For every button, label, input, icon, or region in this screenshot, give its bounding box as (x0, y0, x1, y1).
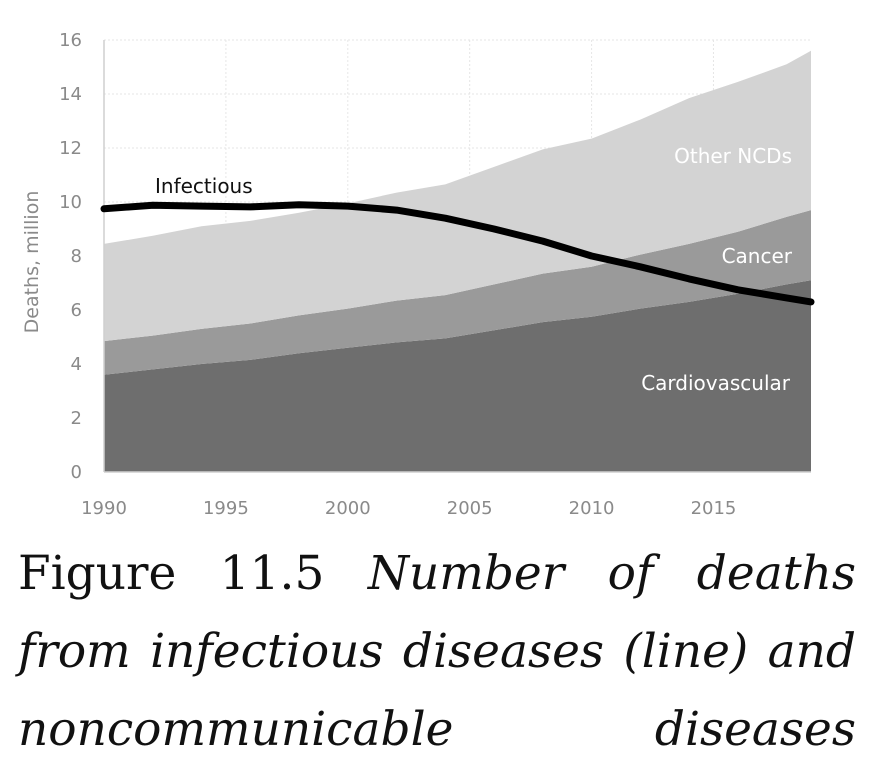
line-infectious (100, 201, 815, 306)
x-tick-label: 2015 (691, 498, 737, 519)
y-tick-label: 2 (71, 408, 82, 429)
x-tick-label: 2000 (325, 498, 371, 519)
y-tick-label: 8 (71, 246, 82, 267)
series-label-cancer: Cancer (722, 244, 793, 268)
y-tick-label: 6 (71, 300, 82, 321)
area-cardiovascular (104, 280, 811, 472)
series-label-cardiovascular: Cardiovascular (641, 371, 791, 395)
chart: 0 2 4 6 8 10 12 14 16 1990 1995 2000 2005 2010 2015 Ca… (21, 30, 815, 519)
y-tick-label: 10 (59, 192, 82, 213)
x-tick-label: 2010 (569, 498, 615, 519)
caption-text: Number of deaths from infectious disease… (18, 546, 856, 757)
area-other-ncds (104, 50, 811, 342)
y-tick-label: 16 (59, 30, 82, 51)
area-cancer (104, 210, 811, 375)
x-tick-label: 2005 (447, 498, 493, 519)
y-tick-label: 4 (71, 354, 82, 375)
series-label-infectious: Infectious (155, 174, 253, 198)
figure-caption: Figure 11.5 Number of deaths from infect… (18, 535, 856, 769)
y-axis-label: Deaths, million (21, 191, 43, 334)
y-tick-label: 12 (59, 138, 82, 159)
series-labels: Cardiovascular Cancer Other NCDs Infectious (155, 144, 793, 395)
y-tick-label: 0 (71, 462, 82, 483)
stacked-areas (104, 50, 811, 472)
y-tick-label: 14 (59, 84, 82, 105)
x-tick-label: 1990 (81, 498, 127, 519)
line-series (100, 201, 815, 306)
axes: 0 2 4 6 8 10 12 14 16 1990 1995 2000 2005 2010 2015 (59, 30, 811, 519)
x-tick-label: 1995 (203, 498, 249, 519)
figure-number: Figure 11.5 (18, 546, 325, 601)
series-label-other-ncds: Other NCDs (674, 144, 792, 168)
